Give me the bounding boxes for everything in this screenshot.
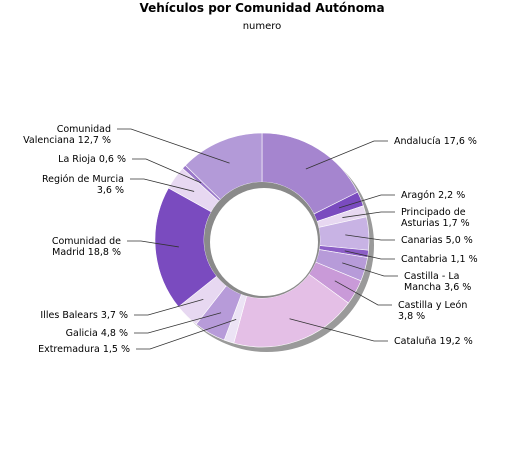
leader-line-11 (127, 240, 179, 248)
leader-line-8 (136, 318, 237, 350)
slice-label-12: Región de Murcia 3,6 % (42, 174, 124, 196)
leader-line-1 (338, 194, 395, 209)
slice-label-14: Comunidad Valenciana 12,7 % (23, 124, 111, 146)
slice-label-0: Andalucía 17,6 % (394, 136, 477, 147)
slice-label-11: Comunidad de Madrid 18,8 % (52, 236, 121, 258)
slice-label-5: Castilla - La Mancha 3,6 % (404, 271, 471, 293)
slice-label-4: Cantabria 1,1 % (401, 254, 478, 265)
leader-line-12 (130, 178, 195, 192)
leader-line-10 (134, 298, 204, 316)
leader-line-5 (342, 262, 398, 277)
leader-line-0 (305, 140, 388, 170)
leader-line-2 (342, 211, 395, 218)
slice-label-3: Canarias 5,0 % (401, 235, 473, 246)
slice-label-7: Cataluña 19,2 % (394, 336, 473, 347)
slice-label-6: Castilla y León 3,8 % (398, 300, 467, 322)
leader-line-7 (289, 318, 388, 342)
chart-title: Vehículos por Comunidad Autónoma (139, 1, 384, 15)
slice-label-8: Extremadura 1,5 % (38, 344, 130, 355)
slice-label-10: Illes Balears 3,7 % (40, 310, 128, 321)
slice-label-2: Principado de Asturias 1,7 % (401, 207, 470, 229)
donut-slices (154, 132, 370, 348)
leader-line-4 (344, 250, 395, 260)
leader-lines (117, 128, 398, 350)
leader-line-13 (132, 158, 202, 184)
chart-subtitle: numero (243, 21, 282, 32)
leader-line-9 (134, 312, 222, 334)
slice-labels: Andalucía 17,6 % Aragón 2,2 % Principado d… (23, 124, 477, 355)
slice-label-9: Galicia 4,8 % (66, 328, 128, 339)
leader-line-3 (345, 234, 395, 241)
slice-label-13: La Rioja 0,6 % (58, 154, 126, 165)
slice-label-1: Aragón 2,2 % (401, 190, 465, 201)
donut-hole (210, 188, 318, 296)
leader-line-14 (117, 128, 230, 164)
leader-line-6 (334, 280, 392, 306)
